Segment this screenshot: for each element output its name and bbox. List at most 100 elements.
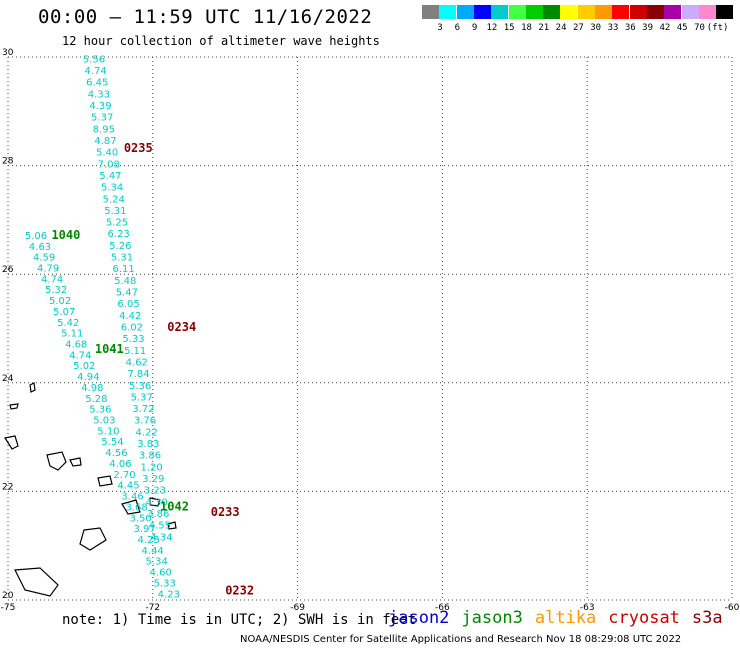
- color-scale-label: 21: [538, 23, 550, 33]
- wave-height-point: 4.44: [142, 546, 164, 557]
- x-tick-label: -69: [290, 603, 305, 610]
- wave-height-point: 4.63: [29, 242, 51, 253]
- color-scale-swatch: [491, 5, 509, 19]
- wave-height-point: 5.11: [124, 346, 146, 357]
- wave-height-point: 7.84: [127, 369, 149, 380]
- wave-height-point: 4.33: [88, 89, 110, 100]
- color-scale-swatch: [698, 5, 716, 19]
- pass-time-label: 0232: [225, 584, 254, 598]
- wave-height-point: 4.98: [81, 383, 103, 394]
- wave-height-point: 3.23: [144, 486, 166, 497]
- wave-height-point: 4.94: [77, 372, 99, 383]
- wave-height-point: 4.87: [94, 136, 116, 147]
- x-tick-label: -66: [435, 603, 450, 610]
- color-scale-label: 6: [454, 23, 460, 33]
- color-scale-swatch: [664, 5, 682, 19]
- coastline-outline: [97, 475, 113, 487]
- wave-height-point: 5.48: [114, 276, 136, 287]
- coastline-outline: [149, 497, 161, 507]
- wave-height-point: 5.47: [99, 171, 121, 182]
- color-scale-label: 70: [694, 23, 705, 33]
- wave-height-point: 3.46: [121, 492, 143, 503]
- x-tick-label: -60: [725, 603, 740, 610]
- wave-height-point: 6.45: [86, 78, 108, 89]
- color-scale-swatch: [577, 5, 595, 19]
- pass-time-label: 1041: [95, 342, 124, 356]
- x-tick-label: -72: [145, 603, 160, 610]
- wave-height-point: 5.10: [97, 426, 119, 437]
- wave-height-point: 4.23: [158, 589, 180, 600]
- wave-height-point: 5.34: [146, 557, 168, 568]
- chart-subtitle: 12 hour collection of altimeter wave hei…: [62, 34, 380, 48]
- wave-height-point: 5.54: [101, 437, 123, 448]
- wave-height-point: 6.02: [121, 322, 143, 333]
- color-scale-swatch: [543, 5, 561, 19]
- color-scale-swatch: [439, 5, 457, 19]
- satellite-legend: jason2 jason3 altika cryosat s3a: [388, 608, 735, 628]
- color-scale-label: 27: [572, 23, 584, 33]
- wave-height-point: 6.05: [117, 299, 139, 310]
- units-note: note: 1) Time is in UTC; 2) SWH is in fe…: [62, 612, 417, 628]
- color-scale-swatch: [681, 5, 699, 19]
- color-scale-label: 36: [624, 23, 636, 33]
- wave-height-point: 3.86: [147, 509, 169, 520]
- color-scale-swatch: [612, 5, 630, 19]
- wave-height-point: 4.68: [65, 340, 87, 351]
- wave-height-point: 3.97: [133, 524, 155, 535]
- wave-height-point: 4.55: [149, 521, 171, 532]
- coastline-outline: [29, 382, 36, 393]
- wave-height-point: 5.31: [111, 253, 133, 264]
- wave-height-point: 2.70: [113, 470, 135, 481]
- wave-height-point: 3.86: [139, 451, 161, 462]
- wave-height-point: 5.31: [104, 206, 126, 217]
- wave-height-point: 4.74: [84, 66, 106, 77]
- wave-height-point: 5.36: [89, 405, 111, 416]
- color-scale-label: 9: [471, 23, 478, 33]
- wave-height-point: 4.59: [33, 253, 55, 264]
- wave-height-point: 5.47: [116, 288, 138, 299]
- wave-height-point: 4.39: [89, 101, 111, 112]
- coastline-outline: [121, 499, 141, 515]
- wave-height-point: 4.30: [145, 497, 167, 508]
- color-scale-label: 12: [486, 23, 498, 33]
- color-scale-label: 3: [437, 23, 443, 33]
- color-scale-label: (ft): [706, 23, 729, 33]
- wave-height-point: 4.60: [150, 568, 172, 579]
- color-scale-swatch: [629, 5, 647, 19]
- color-scale-label: 24: [555, 23, 567, 33]
- legend-item: jason3: [461, 608, 523, 628]
- wave-height-point: 4.74: [41, 274, 63, 285]
- color-scale-label: 45: [676, 23, 688, 33]
- wave-height-point: 4.23: [138, 535, 160, 546]
- wave-height-point: 8.95: [93, 124, 115, 135]
- coastline-outline: [14, 567, 59, 597]
- pass-time-label: 0233: [211, 505, 240, 519]
- legend-item: jason2: [388, 608, 450, 628]
- color-scale-swatch: [456, 5, 474, 19]
- color-scale-swatch: [508, 5, 526, 19]
- wave-height-point: 3.68: [125, 502, 147, 513]
- wave-height-point: 4.22: [136, 427, 158, 438]
- pass-time-label: 1040: [51, 228, 80, 242]
- y-tick-label: 24: [2, 374, 14, 384]
- wave-height-point: 5.06: [25, 231, 47, 242]
- wave-height-point: 6.23: [108, 229, 130, 240]
- wave-height-point: 5.40: [96, 148, 118, 159]
- chart-title: 00:00 — 11:59 UTC 11/16/2022: [38, 6, 373, 28]
- color-scale-swatch: [525, 5, 543, 19]
- color-scale-label: 39: [642, 23, 654, 33]
- coastline-outline: [79, 527, 107, 551]
- color-scale-label: 15: [503, 23, 515, 33]
- wave-height-point: 5.32: [45, 285, 67, 296]
- wave-height-point: 5.26: [109, 241, 131, 252]
- wave-height-point: 3.83: [137, 439, 159, 450]
- wave-height-point: 4.79: [37, 263, 59, 274]
- wave-height-point: 5.25: [106, 218, 128, 229]
- wave-height-point: 5.42: [57, 318, 79, 329]
- wave-height-point: 5.07: [53, 307, 75, 318]
- legend-item: s3a: [691, 608, 723, 628]
- color-scale-label: 18: [521, 23, 532, 33]
- color-scale-swatch: [473, 5, 491, 19]
- y-tick-label: 20: [2, 591, 14, 601]
- color-scale-swatch: [716, 5, 734, 19]
